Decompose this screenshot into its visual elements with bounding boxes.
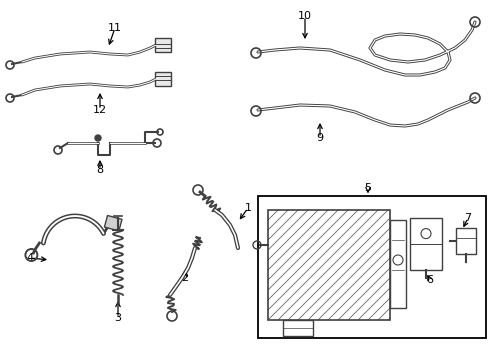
Bar [267, 210, 389, 320]
Bar [258, 196, 485, 338]
Text: 1: 1 [244, 203, 251, 213]
Text: 2: 2 [181, 273, 188, 283]
Text: 6: 6 [426, 275, 433, 285]
Text: 8: 8 [96, 165, 103, 175]
Text: 4: 4 [26, 253, 34, 263]
Text: 5: 5 [364, 183, 371, 193]
Text: 9: 9 [316, 133, 323, 143]
Bar [155, 38, 171, 52]
Bar [455, 228, 475, 254]
Text: 3: 3 [114, 313, 121, 323]
Circle shape [95, 135, 101, 141]
Text: 11: 11 [108, 23, 122, 33]
Bar [283, 320, 312, 336]
Bar [409, 218, 441, 270]
Bar [389, 220, 405, 308]
Text: 7: 7 [464, 213, 470, 223]
Text: 12: 12 [93, 105, 107, 115]
Bar [104, 216, 122, 231]
Bar [155, 72, 171, 86]
Text: 10: 10 [297, 11, 311, 21]
